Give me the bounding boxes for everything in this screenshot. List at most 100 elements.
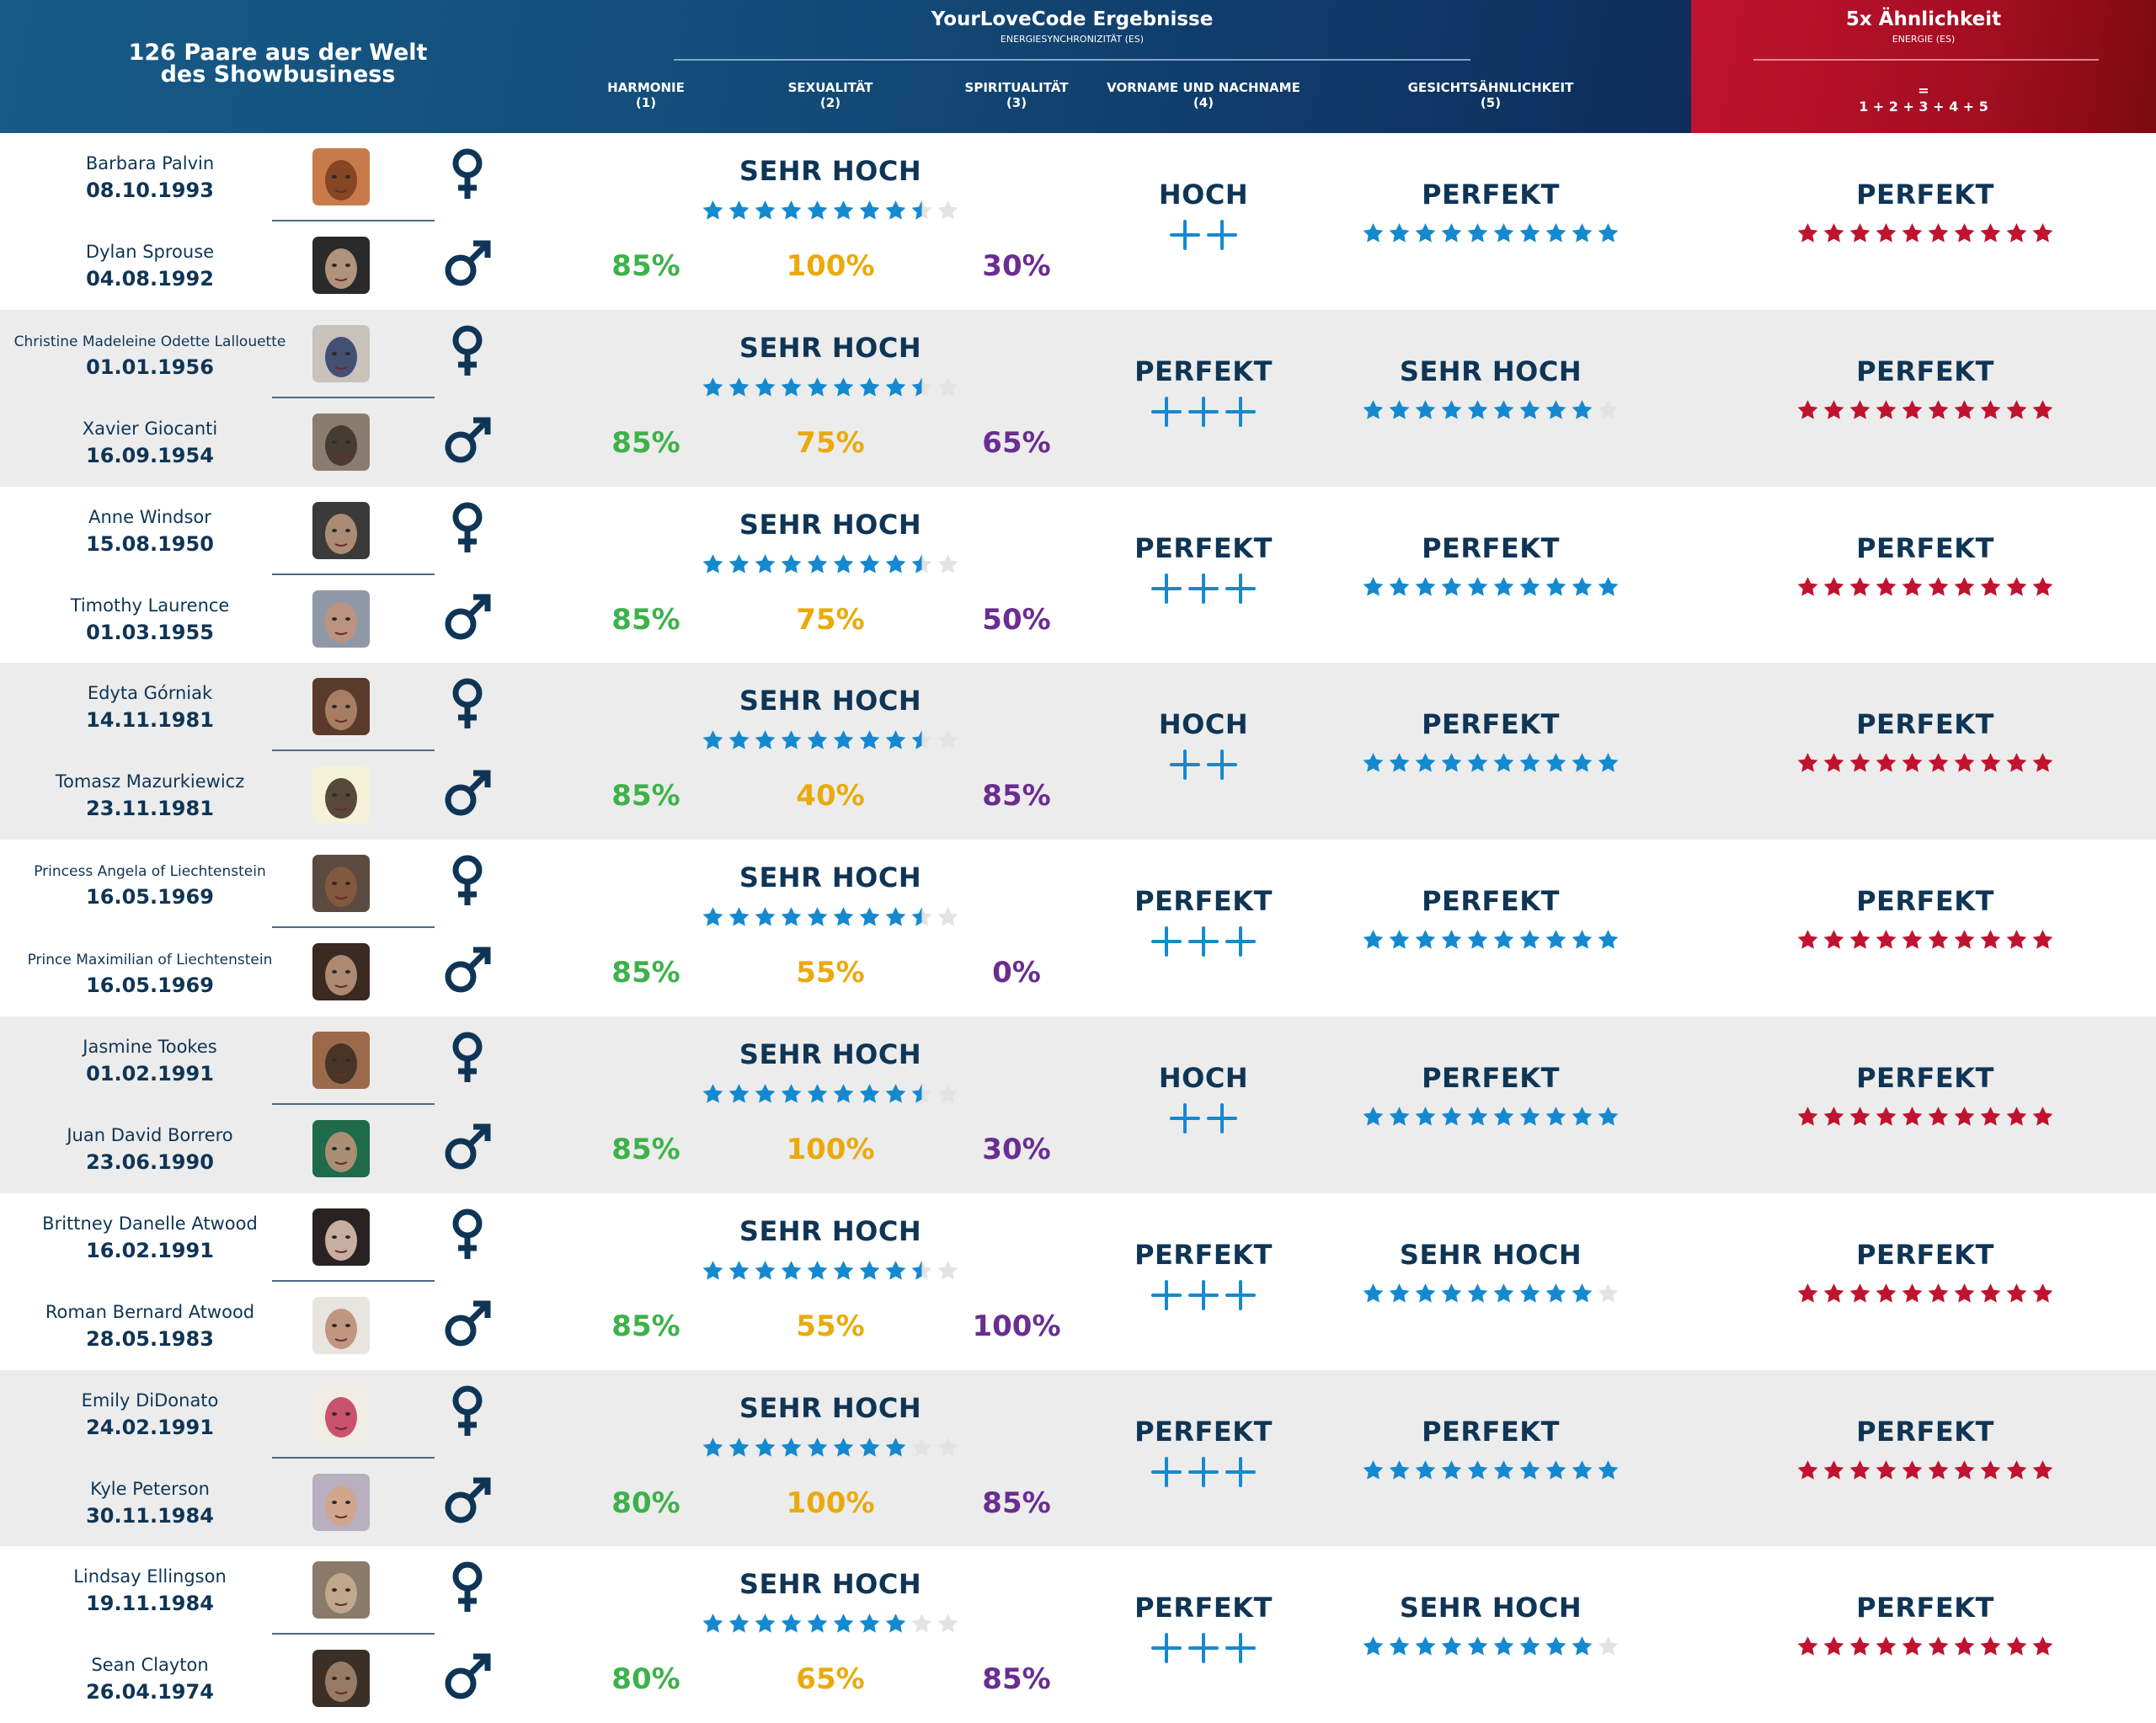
star-icon: [1467, 399, 1488, 419]
star-icon: [1441, 1283, 1462, 1303]
star-icon: [755, 1614, 776, 1633]
total-level: PERFEKT: [1856, 355, 1994, 387]
person-name: Brittney Danelle Atwood: [42, 1213, 258, 1234]
star-icon: [859, 730, 880, 750]
star-icon: [1849, 576, 1870, 596]
plus-icon: [1151, 1633, 1182, 1664]
pair-divider: [272, 926, 435, 929]
plus-icon: [1188, 396, 1219, 427]
star-icon: [1389, 1459, 1410, 1480]
male-icon: [445, 947, 491, 993]
star-icon: [885, 1084, 906, 1103]
pair-divider: [272, 1633, 435, 1635]
face-level: SEHR HOCH: [1399, 355, 1582, 387]
star-icon: [937, 1614, 958, 1633]
star-icon: [1823, 1459, 1844, 1480]
star-icon: [728, 907, 750, 926]
plus-icon: [1151, 573, 1182, 604]
female-icon: [452, 1208, 483, 1259]
star-icon: [1954, 223, 1975, 243]
sexuality-value: 75%: [796, 425, 865, 460]
star-icon: [807, 1614, 828, 1633]
person-man: Xavier Giocanti 16.09.1954: [0, 398, 491, 486]
star-icon: [1928, 1636, 1949, 1656]
star-icon: [1598, 576, 1619, 596]
star-icon: [937, 1084, 958, 1103]
star-icon: [2032, 1459, 2053, 1480]
star-icon: [1572, 1636, 1593, 1656]
star-icon: [1797, 1107, 1818, 1126]
table-row: Anne Windsor 15.08.1950 Timothy Laurence 01…: [0, 487, 2156, 664]
portrait-image: [312, 678, 370, 736]
pair-divider: [272, 1456, 435, 1459]
plus-icon: [1170, 749, 1200, 781]
star-icon: [1415, 1107, 1436, 1126]
star-icon: [2032, 1107, 2053, 1126]
star-icon: [728, 1614, 750, 1633]
portrait-image: [312, 324, 370, 382]
portrait-image: [312, 413, 370, 471]
female-icon: [452, 325, 483, 376]
harmony-value: 85%: [611, 1309, 680, 1343]
star-icon: [1441, 1459, 1462, 1480]
star-icon: [1823, 399, 1844, 419]
sexuality-value: 100%: [786, 1486, 875, 1520]
star-icon: [781, 907, 802, 926]
person-name: Timothy Laurence: [70, 595, 230, 616]
star-icon: [728, 200, 750, 220]
star-icon: [755, 730, 776, 750]
star-icon: [859, 1614, 880, 1633]
star-icon: [1572, 223, 1593, 243]
star-icon: [1519, 1283, 1540, 1303]
star-icon: [1389, 576, 1410, 596]
male-icon: [445, 1477, 491, 1523]
star-icon: [1902, 1107, 1923, 1126]
star-icon: [1441, 1107, 1462, 1126]
star-icon: [1797, 1459, 1818, 1480]
star-icon: [1902, 1283, 1923, 1303]
plus-icon: [1225, 573, 1256, 604]
star-icon: [1493, 576, 1514, 596]
name-level: HOCH: [1158, 708, 1249, 741]
star-icon: [1389, 753, 1410, 773]
star-icon: [781, 553, 802, 573]
star-icon: [1980, 753, 2001, 773]
star-icon: [1928, 1283, 1949, 1303]
person-birthdate: 16.09.1954: [86, 443, 214, 467]
column-header-sexuality: SEXUALITÄT (2): [788, 80, 873, 110]
star-icon: [1415, 576, 1436, 596]
avatar: [312, 943, 370, 1001]
star-icon: [1902, 399, 1923, 419]
total-stars: [1796, 751, 2055, 775]
avatar: [312, 766, 370, 824]
column-label: SEXUALITÄT: [787, 80, 873, 95]
star-icon: [1902, 223, 1923, 243]
star-icon: [1493, 1636, 1514, 1656]
avatar: [312, 148, 370, 205]
results-header-panel: [0, 0, 1691, 133]
table-header: 126 Paare aus der Welt des Showbusiness …: [0, 0, 2156, 133]
person-birthdate: 08.10.1993: [86, 179, 214, 202]
star-icon: [1363, 576, 1384, 596]
star-icon: [2006, 399, 2027, 419]
star-icon: [1849, 1459, 1870, 1480]
name-plus-rating: [1169, 1102, 1238, 1134]
column-header-harmony: HARMONIE (1): [607, 80, 685, 110]
star-icon: [833, 1260, 854, 1280]
portrait-image: [312, 1031, 370, 1089]
star-icon: [1363, 1636, 1384, 1656]
star-icon: [859, 1084, 880, 1103]
person-name: Juan David Borrero: [67, 1124, 233, 1145]
name-level: PERFEKT: [1134, 531, 1273, 564]
avatar: [312, 1561, 370, 1619]
star-icon: [1441, 930, 1462, 949]
plus-icon: [1188, 573, 1219, 604]
star-icon: [1493, 930, 1514, 949]
star-icon: [807, 1084, 828, 1103]
star-icon: [1823, 576, 1844, 596]
star-icon: [1363, 930, 1384, 949]
star-icon: [937, 1437, 958, 1457]
star-icon: [1598, 1636, 1619, 1656]
star-icon: [1493, 399, 1514, 419]
name-level: PERFEKT: [1134, 885, 1273, 918]
